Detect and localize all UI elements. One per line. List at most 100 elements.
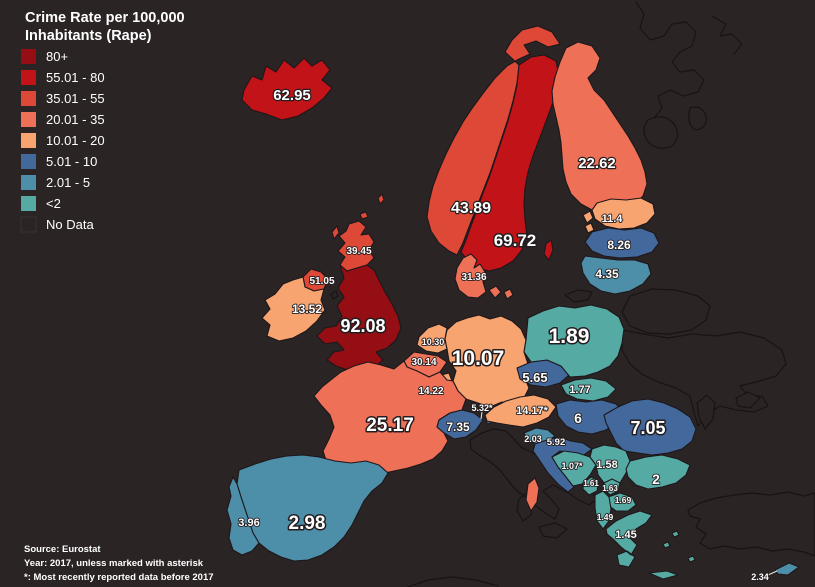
country-austria: [484, 394, 557, 428]
source-line-3: *: Most recently reported data before 20…: [24, 572, 214, 583]
liechtenstein-leader-line: [480, 411, 483, 420]
isle-of-man: [330, 290, 339, 300]
country-denmark: [454, 253, 514, 300]
crimea-peninsula: [735, 391, 761, 409]
country-latvia: [584, 227, 660, 259]
country-finland: [551, 41, 648, 215]
value-label-serbia: 1.58: [596, 459, 617, 471]
legend-swatch-8: [20, 216, 37, 233]
countries-layer: [226, 25, 800, 580]
value-label-spain: 2.98: [289, 513, 326, 534]
country-lithuania: [580, 255, 652, 295]
country-albania: [594, 490, 612, 530]
arctic-islands-coast: [711, 15, 743, 55]
value-label-france: 25.17: [366, 415, 414, 436]
value-label-croatia: 5.92: [547, 437, 566, 448]
country-scotland: [331, 193, 385, 272]
legend-label-2: 35.01 - 55: [46, 91, 105, 106]
value-label-albania: 1.49: [597, 512, 614, 522]
legend-swatch-6: [21, 175, 36, 190]
value-label-north-macedonia: 1.69: [615, 495, 632, 505]
title-line-1: Crime Rate per 100,000: [25, 10, 185, 26]
legend-label-8: No Data: [46, 217, 94, 232]
value-label-portugal: 3.96: [238, 517, 259, 529]
value-label-kosovo: 1.63: [602, 484, 618, 493]
value-label-montenegro: 1.61: [583, 479, 599, 488]
country-estonia: [582, 197, 656, 234]
value-label-estonia: 11.4: [602, 213, 624, 225]
value-label-northern-ireland: 51.05: [309, 276, 334, 287]
value-label-sweden: 69.72: [494, 231, 537, 250]
legend: 80+ 55.01 - 80 35.01 - 55 20.01 - 35 10.…: [20, 49, 105, 233]
value-label-netherlands: 10.30: [422, 337, 445, 347]
country-bulgaria: [625, 454, 691, 490]
country-montenegro: [582, 476, 600, 496]
value-label-poland: 1.89: [549, 325, 590, 348]
legend-swatch-4: [21, 133, 36, 148]
country-poland: [523, 304, 625, 378]
country-iceland: [241, 57, 333, 121]
russia-lake-ladoga: [643, 116, 679, 149]
legend-label-0: 80+: [46, 49, 68, 64]
value-label-czechia: 5.65: [522, 370, 547, 385]
legend-label-3: 20.01 - 35: [46, 112, 105, 127]
country-moldova: [696, 394, 716, 430]
value-label-romania: 7.05: [630, 418, 665, 438]
country-germany: [444, 314, 530, 408]
value-label-lithuania: 4.35: [595, 267, 619, 281]
country-cyprus: [774, 562, 800, 576]
value-label-slovenia: 2.03: [524, 434, 542, 444]
legend-label-1: 55.01 - 80: [46, 70, 105, 85]
source-line-2: Year: 2017, unless marked with asterisk: [24, 558, 204, 569]
legend-swatch-0: [21, 49, 36, 64]
legend-swatch-7: [21, 196, 36, 211]
country-belarus: [621, 288, 711, 335]
country-turkey: [687, 491, 815, 557]
map-title: Crime Rate per 100,000 Inhabitants (Rape…: [25, 10, 185, 44]
cyprus-leader-line: [767, 570, 778, 576]
legend-label-7: <2: [46, 196, 61, 211]
country-norway: [426, 25, 561, 256]
legend-swatch-2: [21, 91, 36, 106]
value-label-bulgaria: 2: [652, 471, 660, 487]
value-label-iceland: 62.95: [273, 87, 311, 104]
country-france: [313, 360, 540, 512]
country-romania: [603, 398, 697, 456]
legend-swatch-1: [21, 70, 36, 85]
value-label-liechtenstein: 5.32*: [471, 403, 493, 413]
leader-lines: [480, 411, 778, 576]
country-portugal: [226, 476, 260, 556]
value-label-ireland: 13.52: [292, 302, 322, 316]
value-label-scotland: 39.45: [346, 246, 371, 257]
value-label-norway: 43.89: [451, 200, 491, 217]
source-note: Source: Eurostat Year: 2017, unless mark…: [24, 544, 214, 583]
legend-label-5: 5.01 - 10: [46, 154, 97, 169]
value-label-luxembourg: 14.22: [418, 386, 443, 397]
value-label-germany: 10.07: [452, 347, 505, 370]
value-label-austria: 14.17*: [516, 405, 549, 417]
country-switzerland: [436, 409, 484, 440]
country-spain: [236, 454, 389, 562]
value-label-belgium: 30.14: [411, 357, 436, 368]
title-line-2: Inhabitants (Rape): [25, 28, 152, 44]
labels-layer: 62.95 43.89 69.72 22.62 11.4 8.26 4.35 3…: [237, 86, 769, 583]
value-label-denmark: 31.36: [461, 272, 486, 283]
country-slovakia: [560, 377, 617, 402]
legend-label-6: 2.01 - 5: [46, 175, 90, 190]
value-label-slovakia: 1.77: [569, 384, 590, 396]
legend-label-4: 10.01 - 20: [46, 133, 105, 148]
legend-swatch-5: [21, 154, 36, 169]
value-label-england-wales: 92.08: [340, 316, 385, 336]
value-label-switzerland: 7.35: [446, 420, 470, 434]
country-ireland: [261, 276, 326, 342]
country-greece: [605, 510, 696, 580]
country-kaliningrad: [564, 289, 593, 303]
source-line-1: Source: Eurostat: [24, 544, 101, 555]
africa-coast: [407, 576, 499, 587]
value-label-finland: 22.62: [578, 155, 616, 172]
russia-white-sea-coast: [635, 1, 705, 119]
country-kosovo: [603, 478, 621, 496]
value-label-cyprus: 2.34: [751, 572, 769, 582]
